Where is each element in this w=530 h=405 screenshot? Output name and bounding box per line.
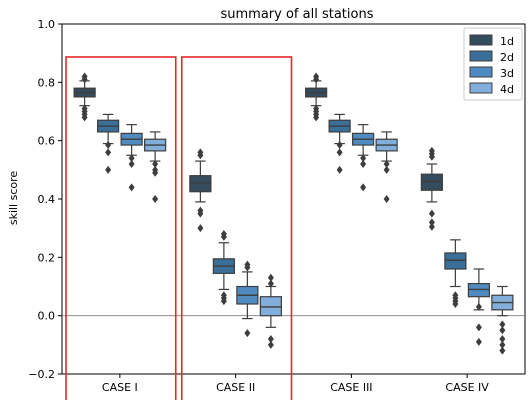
outlier-point [383, 165, 390, 174]
outlier-point [128, 154, 135, 163]
x-tick-label: CASE III [330, 381, 372, 394]
chart-title: summary of all stations [221, 7, 374, 22]
outlier-point [128, 160, 135, 168]
outlier-point [336, 148, 343, 157]
x-tick-label: CASE II [216, 381, 255, 394]
box-3d [352, 124, 375, 192]
outlier-point [105, 165, 112, 174]
outlier-point [105, 141, 112, 150]
legend-entry-label: 4d [500, 83, 514, 96]
y-tick-label: 1.0 [38, 18, 56, 31]
box-1d [305, 72, 328, 122]
outlier-point [499, 335, 506, 343]
box-1d [73, 72, 96, 122]
y-tick-label: 0.6 [38, 135, 56, 148]
box-4d [259, 273, 282, 349]
outlier-point [152, 160, 159, 168]
outlier-point [336, 141, 343, 150]
box-2d [97, 113, 120, 174]
legend-frame [463, 27, 523, 101]
box-1d [420, 146, 443, 231]
legend-swatch [469, 66, 493, 78]
x-tick-label: CASE I [102, 381, 138, 394]
y-tick-label: −0.2 [28, 368, 55, 381]
outlier-point [475, 302, 482, 311]
outlier-point [152, 195, 159, 203]
legend-entry-label: 3d [500, 67, 514, 80]
outlier-point [383, 160, 390, 168]
outlier-point [428, 209, 435, 218]
outlier-point [197, 224, 204, 233]
legend-swatch [469, 82, 493, 94]
outlier-point [267, 279, 274, 288]
legend-entry-label: 1d [500, 35, 514, 48]
outlier-point [499, 326, 506, 335]
outlier-point [244, 263, 251, 272]
y-tick-label: 0.4 [38, 193, 56, 206]
box-4d [491, 285, 514, 355]
outlier-point [220, 297, 227, 306]
outlier-point [244, 329, 251, 338]
box-body [467, 282, 490, 298]
outlier-point [152, 168, 159, 177]
legend-swatch [469, 50, 493, 62]
outlier-point [499, 320, 506, 329]
outlier-point [81, 113, 88, 122]
plot-area: −0.2 0.0 0.2 0.4 0.6 0.8 1.0 CASE I CASE II CASE … [28, 18, 526, 403]
outlier-point [383, 195, 390, 203]
outlier-point [197, 151, 204, 160]
outlier-point [360, 183, 367, 192]
outlier-point [475, 323, 482, 332]
outlier-point [428, 218, 435, 227]
box-2d [444, 239, 467, 308]
y-axis-label: skill score [7, 171, 20, 226]
box-body [189, 175, 212, 193]
box-2d [212, 230, 235, 306]
outlier-point [267, 335, 274, 343]
x-tick-label: CASE IV [445, 381, 489, 394]
outlier-point [267, 340, 274, 349]
box-3d [467, 268, 490, 346]
box-4d [144, 131, 167, 203]
outlier-point [360, 154, 367, 163]
outlier-point [428, 152, 435, 161]
outlier-point [336, 165, 343, 174]
outlier-point [475, 337, 482, 346]
outlier-point [128, 183, 135, 192]
box-body [259, 296, 282, 317]
y-tick-label: 0.2 [38, 251, 56, 264]
outlier-point [428, 222, 435, 231]
legend-swatch [469, 34, 493, 46]
y-tick-label: 0.8 [38, 76, 56, 89]
legend-entry-label: 2d [500, 51, 514, 64]
outlier-point [197, 209, 204, 218]
box-3d [120, 124, 143, 192]
box-body [420, 173, 443, 191]
outlier-point [313, 75, 320, 84]
y-tick-label: 0.0 [38, 310, 56, 323]
box-2d [328, 113, 351, 174]
box-3d [236, 260, 259, 338]
outlier-point [360, 160, 367, 168]
outlier-point [105, 148, 112, 157]
outlier-point [499, 346, 506, 355]
outlier-point [267, 273, 274, 282]
plot-frame [61, 23, 526, 375]
box-4d [375, 131, 398, 203]
outlier-point [81, 75, 88, 84]
box-1d [189, 148, 212, 233]
box-body [444, 252, 467, 270]
outlier-point [452, 300, 459, 308]
outlier-point [313, 113, 320, 122]
outlier-point [499, 340, 506, 349]
legend: 1d 2d 3d 4d [463, 27, 523, 101]
outlier-point [220, 232, 227, 241]
